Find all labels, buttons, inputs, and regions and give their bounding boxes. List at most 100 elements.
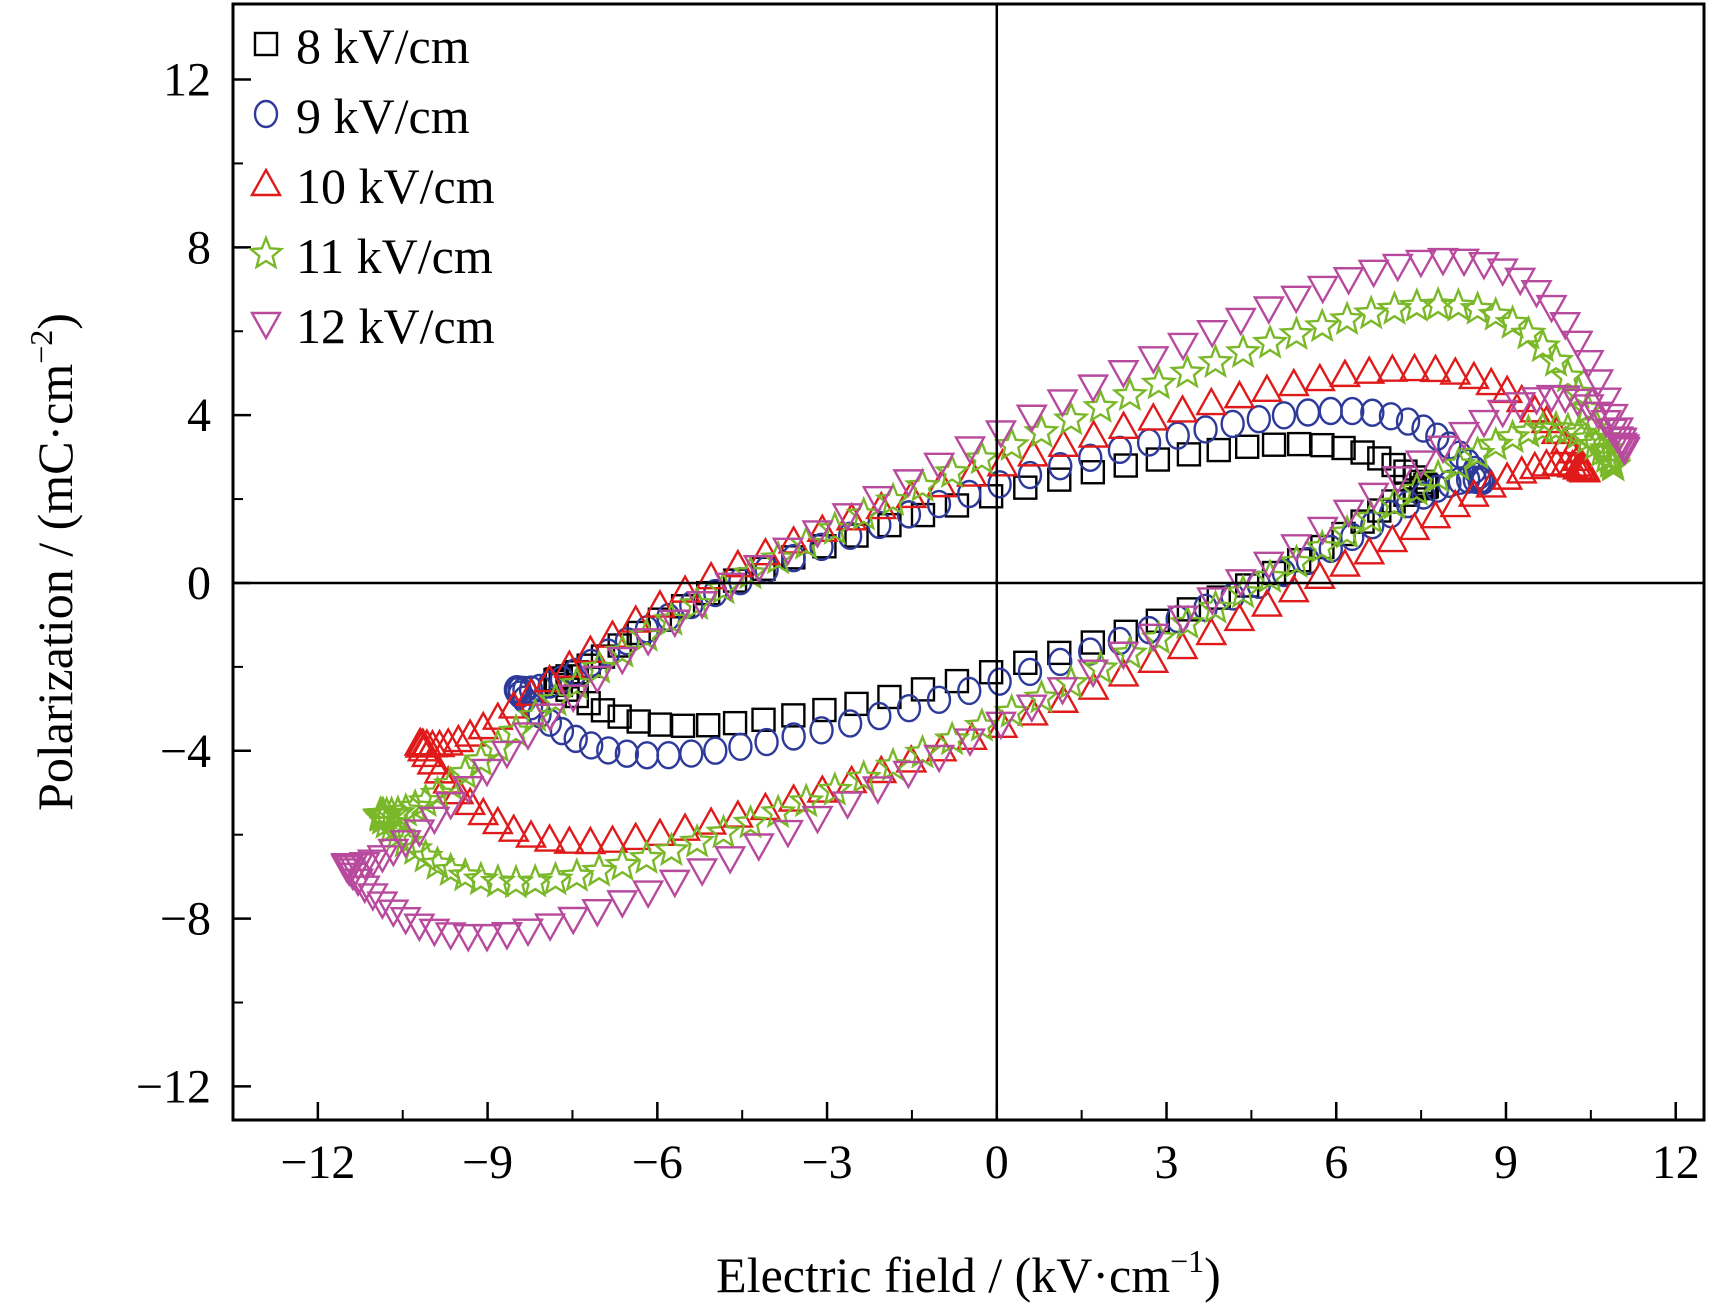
data-point: [1568, 453, 1601, 483]
data-point: [497, 690, 530, 719]
data-point: [1404, 249, 1437, 279]
data-point: [895, 743, 928, 773]
data-point: [877, 512, 902, 538]
data-point: [1082, 649, 1119, 685]
data-point: [1224, 573, 1262, 609]
data-point: [1310, 432, 1335, 458]
data-point: [1520, 387, 1553, 416]
data-point: [1166, 605, 1200, 635]
data-point: [490, 922, 523, 951]
data-point: [1193, 415, 1218, 444]
data-point: [781, 722, 806, 751]
data-point: [1107, 641, 1140, 671]
data-point: [1145, 608, 1171, 633]
data-point: [1107, 410, 1140, 439]
data-point: [1278, 543, 1315, 579]
data-point: [1137, 346, 1170, 375]
data-point: [514, 677, 548, 707]
data-point: [695, 806, 728, 835]
data-point: [537, 681, 574, 717]
y-tick-label: 4: [187, 389, 211, 442]
data-point: [867, 701, 892, 731]
data-point: [1404, 450, 1437, 480]
data-point: [1459, 290, 1496, 325]
data-point: [1077, 419, 1110, 448]
legend-label: 10 kV/cm: [296, 158, 495, 214]
data-point: [1271, 401, 1297, 430]
legend-label: 9 kV/cm: [296, 88, 470, 144]
data-point: [481, 805, 514, 835]
data-point: [1509, 314, 1547, 350]
data-point: [403, 913, 436, 943]
data-point: [1250, 373, 1284, 402]
data-point: [1572, 350, 1605, 379]
data-point: [742, 555, 775, 584]
data-point: [1509, 413, 1547, 448]
data-point: [1520, 279, 1553, 309]
data-point: [806, 513, 839, 542]
data-point: [686, 591, 719, 620]
data-point: [896, 500, 922, 529]
data-point: [953, 728, 987, 757]
data-point: [454, 786, 487, 816]
data-point: [1224, 333, 1262, 369]
data-point: [658, 869, 691, 899]
data-point: [434, 922, 467, 951]
axes: −12 −9 −6 −3 0 3 6 9 12 −12 −8 −4 0 4 8 12: [136, 2, 1706, 1189]
data-point: [1166, 394, 1199, 423]
data-point: [1419, 499, 1452, 529]
data-point: [1475, 468, 1508, 498]
data-point: [1016, 437, 1049, 467]
legend-marker: [253, 31, 279, 57]
data-point: [653, 831, 690, 867]
x-tick-label: −12: [280, 1136, 355, 1189]
data-point: [754, 727, 779, 757]
data-point: [957, 676, 982, 706]
data-point: [806, 774, 839, 803]
data-point: [1286, 431, 1312, 457]
data-point: [1381, 452, 1406, 478]
data-point: [837, 709, 863, 738]
data-point: [1398, 352, 1431, 382]
data-point: [1107, 657, 1140, 687]
data-point: [389, 830, 422, 859]
data-point: [904, 733, 941, 769]
data-point: [1353, 535, 1386, 565]
data-point: [470, 758, 504, 788]
data-point: [1250, 588, 1284, 617]
legend-label: 8 kV/cm: [296, 18, 470, 74]
data-point: [923, 744, 956, 774]
legend-marker: [249, 311, 283, 341]
data-point: [647, 712, 673, 737]
data-point: [581, 899, 614, 928]
data-point: [1234, 434, 1260, 459]
data-point: [686, 858, 719, 887]
data-point: [1251, 323, 1289, 359]
data-point: [467, 710, 500, 740]
data-point: [518, 675, 544, 704]
data-point: [518, 692, 544, 721]
data-point: [957, 479, 982, 509]
data-point: [1047, 467, 1072, 492]
data-point: [984, 711, 1017, 741]
data-point: [896, 693, 922, 723]
data-point: [1419, 353, 1452, 383]
data-point: [1360, 398, 1385, 427]
data-point: [678, 822, 716, 858]
data-point: [632, 628, 665, 657]
x-axis-label: Electric field / (kV·cm−1): [716, 1243, 1221, 1303]
legend: 8 kV/cm 9 kV/cm 10 kV/cm 11 kV/cm 12 kV/cm: [247, 18, 495, 354]
data-point: [537, 860, 574, 896]
data-point: [1328, 548, 1362, 577]
data-point: [1013, 475, 1038, 500]
data-point: [1280, 285, 1313, 315]
data-point: [777, 783, 810, 812]
data-point: [721, 799, 754, 828]
data-point: [534, 703, 567, 733]
data-point: [563, 724, 588, 754]
data-point: [953, 436, 987, 465]
data-point: [1046, 677, 1079, 706]
data-point: [679, 739, 704, 768]
data-point: [1111, 376, 1149, 412]
data-point: [1278, 315, 1315, 351]
